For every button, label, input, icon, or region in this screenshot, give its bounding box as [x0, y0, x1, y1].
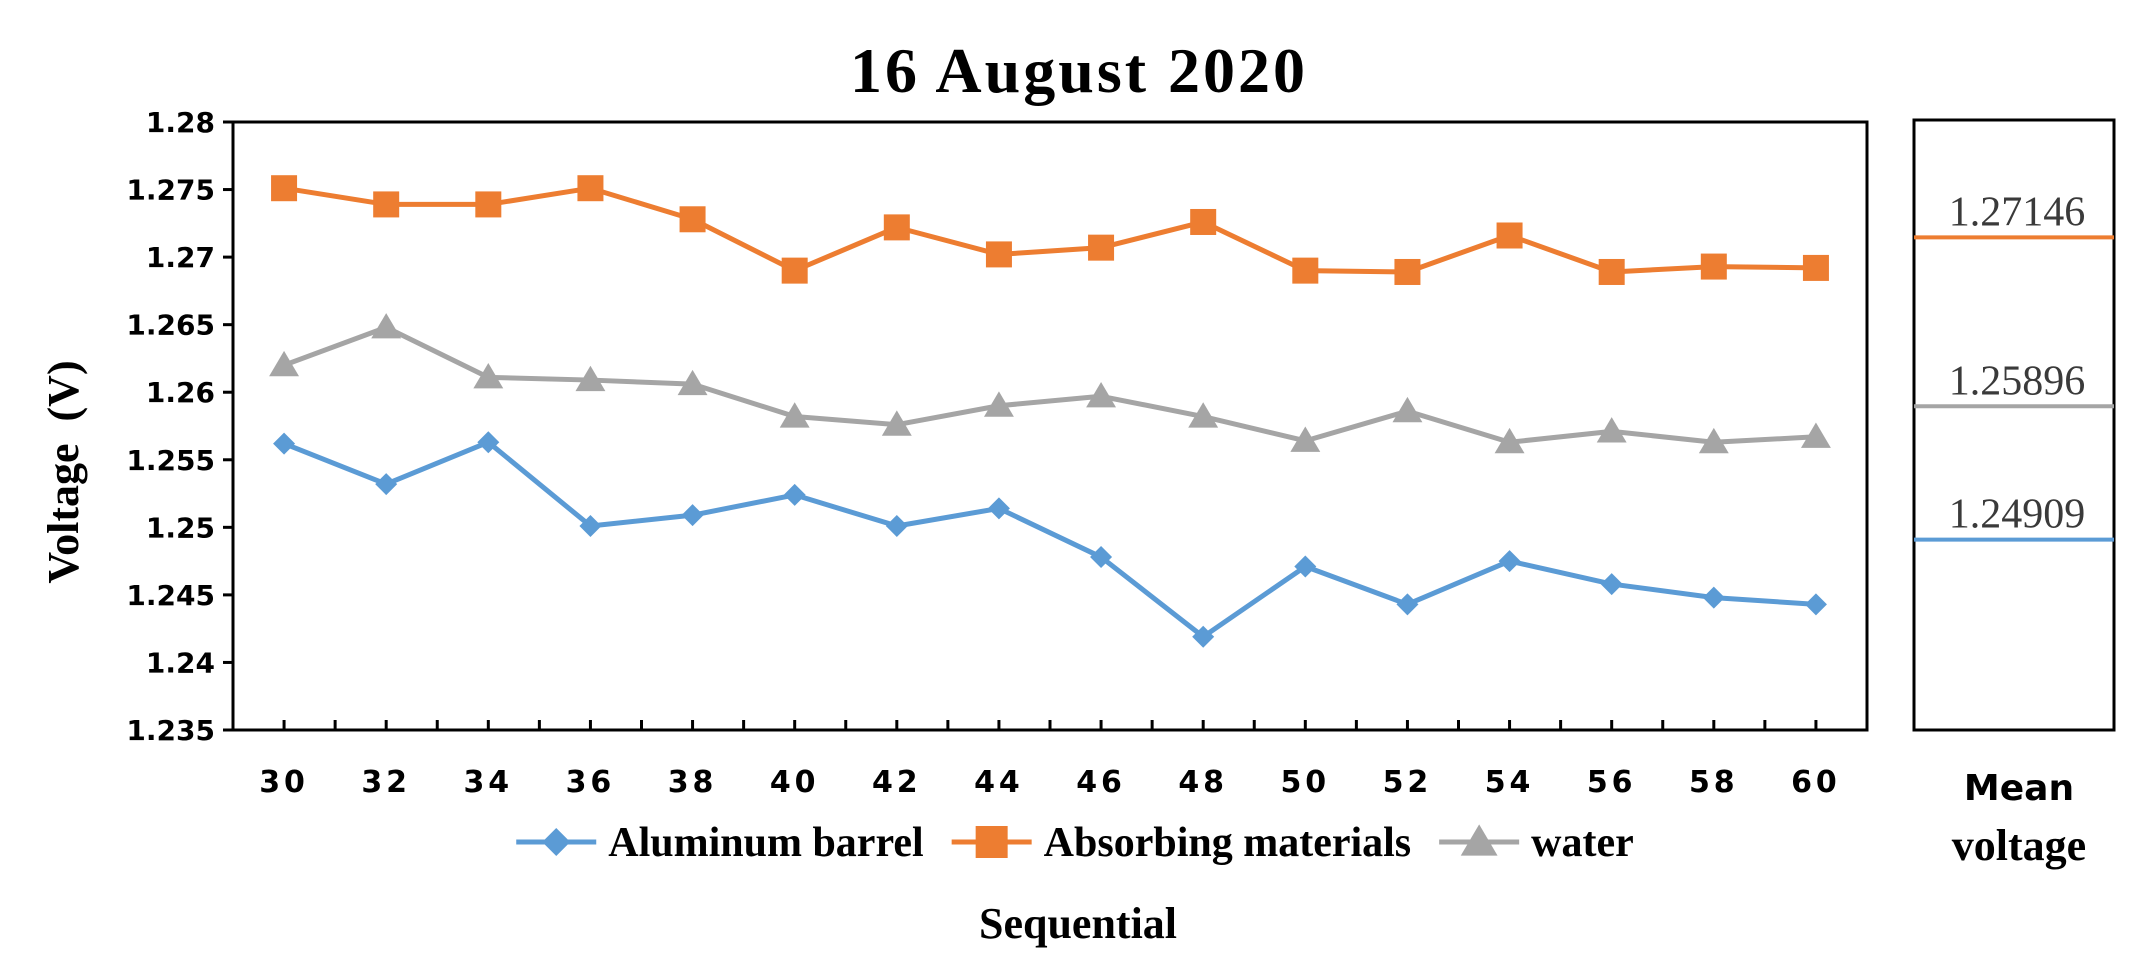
data-point-absorbing-materials: [1802, 254, 1829, 281]
data-point-absorbing-materials: [1190, 208, 1217, 235]
data-point-water: [677, 369, 708, 396]
y-tick-label: 1.245: [126, 579, 215, 612]
x-tick-label: 32: [361, 765, 411, 800]
data-point-aluminum-barrel: [1804, 593, 1827, 616]
data-point-aluminum-barrel: [1498, 550, 1521, 573]
mean-panel-label-line1: Mean: [1964, 768, 2074, 809]
mean-value-water: 1.25896: [1949, 358, 2086, 404]
data-point-water: [1086, 381, 1117, 408]
x-tick-label: 48: [1178, 765, 1228, 800]
x-tick-label: 58: [1689, 765, 1739, 800]
chart-title: 16 August 2020: [850, 35, 1308, 106]
data-point-aluminum-barrel: [1192, 625, 1215, 648]
y-tick-label: 1.28: [146, 106, 215, 139]
data-point-absorbing-materials: [985, 241, 1012, 268]
data-point-absorbing-materials: [271, 175, 298, 202]
data-point-water: [1596, 417, 1627, 443]
data-point-aluminum-barrel: [579, 514, 602, 537]
y-tick-label: 1.25: [146, 511, 215, 544]
x-tick-label: 52: [1383, 765, 1433, 800]
data-point-aluminum-barrel: [477, 431, 500, 454]
legend-label-absorbing-materials: Absorbing materials: [1044, 820, 1412, 866]
data-point-water: [371, 313, 402, 339]
data-point-water: [1290, 426, 1321, 452]
x-tick-label: 54: [1485, 765, 1535, 800]
y-tick-label: 1.235: [126, 714, 215, 747]
mean-voltage-panel: [1912, 118, 2116, 732]
data-point-absorbing-materials: [1598, 258, 1625, 285]
series-line-absorbing-materials: [283, 185, 1816, 275]
x-tick-label: 46: [1076, 765, 1126, 800]
data-point-water: [473, 363, 504, 389]
mean-panel-label-line2: voltage: [1952, 821, 2086, 870]
series-line-aluminum-barrel: [283, 439, 1817, 640]
data-point-absorbing-materials: [883, 214, 910, 241]
legend-label-aluminum-barrel: Aluminum barrel: [608, 820, 923, 866]
data-point-absorbing-materials: [577, 175, 604, 202]
data-point-absorbing-materials: [1496, 222, 1523, 249]
series-line-water: [283, 324, 1817, 445]
data-point-water: [779, 402, 810, 428]
data-point-absorbing-materials: [1394, 258, 1421, 285]
data-point-absorbing-materials: [1088, 234, 1115, 261]
data-point-water: [1494, 427, 1525, 454]
x-tick-label: 44: [974, 765, 1024, 800]
data-point-aluminum-barrel: [375, 473, 398, 496]
data-point-absorbing-materials: [475, 191, 502, 218]
data-point-water: [1698, 427, 1729, 454]
data-point-aluminum-barrel: [783, 483, 806, 506]
data-point-water: [1392, 396, 1423, 423]
x-tick-label: 34: [463, 765, 513, 800]
y-tick-label: 1.24: [146, 646, 215, 679]
data-point-water: [983, 391, 1014, 417]
data-point-absorbing-materials: [1700, 253, 1727, 280]
x-tick-label: 30: [259, 765, 309, 800]
legend-marker-aluminum-barrel: [542, 828, 571, 856]
y-axis-ticks: 1.235 1.24 1.245 1.25 1.255 1.26 1.265 1.27 1.27…: [126, 106, 233, 747]
data-point-absorbing-materials: [373, 191, 400, 218]
data-point-water: [575, 365, 606, 392]
x-tick-label: 50: [1280, 765, 1330, 800]
legend-label-water: water: [1531, 820, 1634, 866]
legend-marker-absorbing-materials: [975, 826, 1008, 858]
data-point-aluminum-barrel: [1396, 593, 1419, 616]
x-axis-ticks: 30 32 34 36 38 40 42 44 46 48 50 52 54 56 58 60: [259, 720, 1841, 800]
data-point-water: [1188, 402, 1219, 428]
legend-marker-water: [1460, 824, 1498, 856]
x-axis-label: Sequential: [979, 899, 1177, 948]
mean-voltage-lines: 1.27146 1.25896 1.24909: [1914, 189, 2114, 542]
x-tick-label: 42: [872, 765, 922, 800]
data-point-aluminum-barrel: [885, 514, 908, 537]
legend: Aluminum barrel Absorbing materials water: [516, 820, 1634, 866]
x-tick-label: 36: [566, 765, 616, 800]
mean-value-absorbing-materials: 1.27146: [1949, 189, 2086, 235]
y-tick-label: 1.265: [126, 309, 215, 342]
data-point-absorbing-materials: [1292, 257, 1319, 284]
data-point-absorbing-materials: [679, 206, 706, 233]
data-point-water: [1800, 422, 1831, 448]
data-point-aluminum-barrel: [681, 504, 704, 527]
data-point-aluminum-barrel: [1294, 555, 1317, 578]
data-point-water: [269, 350, 300, 377]
mean-value-aluminum-barrel: 1.24909: [1949, 492, 2086, 538]
y-axis-label: Voltage (V): [39, 360, 88, 583]
data-point-aluminum-barrel: [273, 432, 296, 455]
data-point-aluminum-barrel: [987, 497, 1010, 520]
series-layer: [269, 175, 1831, 648]
x-tick-label: 56: [1587, 765, 1637, 800]
y-tick-label: 1.26: [146, 376, 215, 409]
y-tick-label: 1.275: [126, 174, 215, 207]
y-tick-label: 1.255: [126, 444, 215, 477]
x-tick-label: 60: [1791, 765, 1841, 800]
y-tick-label: 1.27: [146, 241, 215, 274]
data-point-aluminum-barrel: [1090, 546, 1113, 569]
data-point-water: [881, 410, 912, 436]
x-tick-label: 38: [668, 765, 718, 800]
data-point-aluminum-barrel: [1702, 586, 1725, 609]
data-point-aluminum-barrel: [1600, 573, 1623, 596]
x-tick-label: 40: [770, 765, 820, 800]
data-point-absorbing-materials: [781, 257, 808, 284]
